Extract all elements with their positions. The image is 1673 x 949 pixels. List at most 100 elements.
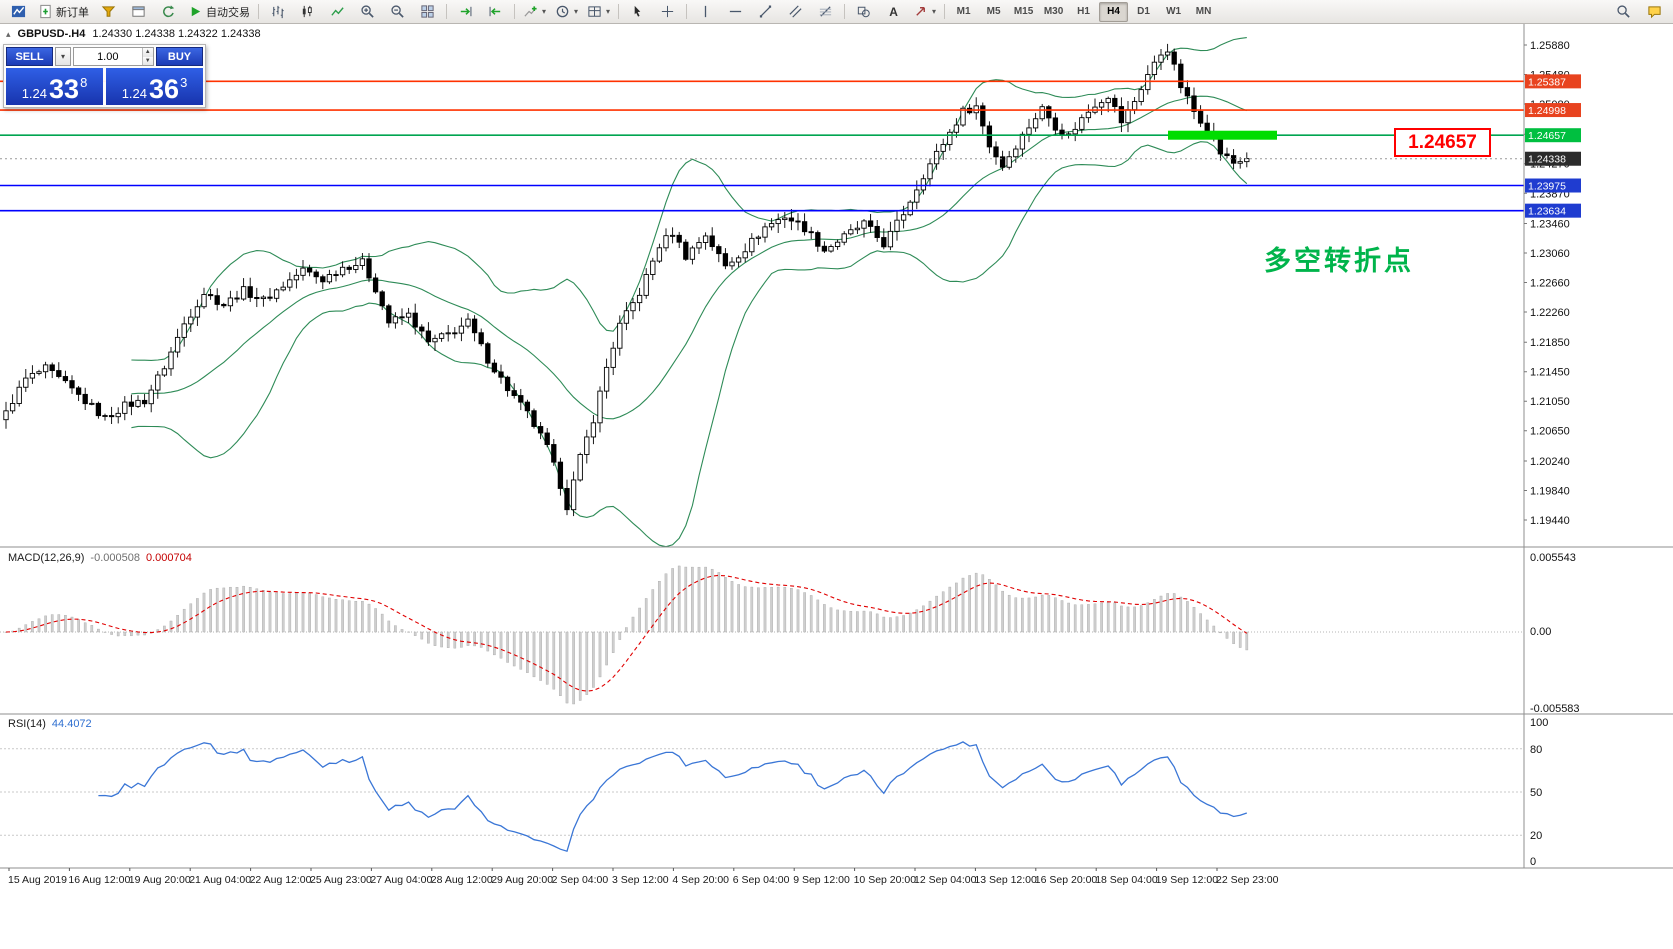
price-axis[interactable]: 1.258801.254801.250801.246701.242701.238… — [1524, 40, 1581, 868]
text-tool-button[interactable]: A — [879, 1, 908, 23]
buy-price-button[interactable]: 1.24 36 3 — [106, 68, 203, 105]
timeframe-d1[interactable]: D1 — [1137, 6, 1150, 17]
candlestick-chart-icon — [302, 4, 315, 19]
svg-text:22 Aug 12:00: 22 Aug 12:00 — [250, 874, 312, 886]
toolbar-separator — [258, 4, 259, 19]
volume-dropdown-icon[interactable]: ▾ — [55, 47, 71, 66]
new-order-button[interactable]: 新订单 — [34, 1, 93, 23]
price-badge-1.23975 — [1525, 178, 1581, 193]
zoom-out-button[interactable] — [383, 1, 412, 23]
chart-canvas[interactable]: 1.258801.254801.250801.246701.242701.238… — [0, 24, 1673, 949]
turning-point-note[interactable]: 多空转折点 — [1264, 246, 1414, 276]
timeframe-h1[interactable]: H1 — [1077, 6, 1090, 17]
sell-price-button[interactable]: 1.24 33 8 — [6, 68, 103, 105]
volume-up-icon[interactable]: ▲ — [142, 48, 153, 57]
volume-down-icon[interactable]: ▼ — [142, 56, 153, 65]
sell-button[interactable]: SELL — [6, 47, 53, 66]
auto-trading-label: 自动交易 — [206, 6, 250, 19]
key-level-price-flag[interactable]: 1.24657 — [1394, 128, 1491, 157]
svg-text:1.24998: 1.24998 — [1528, 105, 1566, 117]
svg-text:18 Sep 04:00: 18 Sep 04:00 — [1095, 874, 1158, 886]
main-chart-layer — [3, 37, 1250, 547]
bar-chart-button[interactable] — [263, 1, 292, 23]
periods-button[interactable] — [551, 1, 582, 23]
one-click-trade-panel: SELL ▾ ▲ ▼ BUY 1.24 33 8 1.24 36 3 — [3, 44, 206, 108]
timeframe-mn[interactable]: MN — [1195, 6, 1212, 17]
svg-text:3 Sep 12:00: 3 Sep 12:00 — [612, 874, 669, 886]
toolbar-separator — [944, 4, 946, 19]
indicators-button[interactable] — [519, 1, 550, 23]
trendline-button[interactable] — [751, 1, 780, 23]
timeframe-m15[interactable]: M15 — [1013, 6, 1034, 17]
terminal-logo — [4, 1, 33, 23]
svg-text:21 Aug 04:00: 21 Aug 04:00 — [189, 874, 251, 886]
auto-trading-button[interactable]: 自动交易 — [184, 1, 254, 23]
price-badge-1.24338 — [1525, 151, 1581, 166]
community-chat-button[interactable] — [1640, 1, 1669, 23]
horizontal-line-button[interactable] — [721, 1, 750, 23]
one-click-toggle-icon[interactable] — [6, 29, 11, 40]
tile-windows-button[interactable] — [413, 1, 442, 23]
toolbar-separator — [618, 4, 620, 19]
cursor-icon — [634, 5, 641, 17]
svg-text:0.00: 0.00 — [1530, 626, 1551, 638]
chart-shift-button[interactable] — [481, 1, 510, 23]
sell-price-point: 8 — [80, 75, 88, 90]
svg-text:2 Sep 04:00: 2 Sep 04:00 — [552, 874, 609, 886]
svg-text:1.23634: 1.23634 — [1528, 206, 1566, 218]
timeframe-m5[interactable]: M5 — [986, 6, 1001, 17]
line-chart-button[interactable] — [323, 1, 352, 23]
auto-scroll-button[interactable] — [451, 1, 480, 23]
templates-button[interactable] — [583, 1, 614, 23]
symbol-ohlc: 1.24330 1.24338 1.24322 1.24338 — [92, 28, 261, 40]
quotes-button[interactable] — [94, 1, 123, 23]
svg-text:19 Aug 20:00: 19 Aug 20:00 — [129, 874, 191, 886]
crosshair-button[interactable] — [653, 1, 682, 23]
svg-text:1.19840: 1.19840 — [1530, 485, 1570, 497]
line-chart-icon — [330, 4, 345, 19]
bollinger-middle — [131, 95, 1248, 420]
vertical-line-icon — [698, 4, 713, 19]
timeframe-m1[interactable]: M1 — [956, 6, 971, 17]
buy-button[interactable]: BUY — [156, 47, 203, 66]
shapes-button[interactable] — [849, 1, 878, 23]
svg-text:0: 0 — [1530, 856, 1536, 868]
timeframe-m30[interactable]: M30 — [1043, 6, 1064, 17]
volume-input[interactable] — [74, 48, 142, 65]
svg-text:1.24657: 1.24657 — [1528, 130, 1566, 142]
price-badge-1.25387 — [1525, 74, 1581, 89]
zoom-in-button[interactable] — [353, 1, 382, 23]
bollinger-lower — [131, 141, 1248, 547]
rsi-layer — [0, 741, 1524, 853]
refresh-button[interactable] — [154, 1, 183, 23]
indicators-add-icon — [523, 6, 537, 19]
thick-level-bar[interactable] — [1168, 130, 1277, 140]
volume-stepper[interactable]: ▲ ▼ — [141, 48, 153, 65]
timeframe-w1[interactable]: W1 — [1166, 6, 1182, 17]
svg-text:12 Sep 04:00: 12 Sep 04:00 — [914, 874, 977, 886]
equidistant-channel-button[interactable] — [781, 1, 810, 23]
macd-signal-line — [5, 574, 1248, 692]
chart-window[interactable]: 1.258801.254801.250801.246701.242701.238… — [0, 24, 1673, 949]
macd-value: -0.000508 — [90, 552, 140, 564]
candlestick-chart-button[interactable] — [293, 1, 322, 23]
timeframe-h4[interactable]: H4 — [1099, 1, 1129, 22]
rsi-header: RSI(14) 44.4072 — [8, 718, 92, 730]
cursor-button[interactable] — [623, 1, 652, 23]
search-button[interactable] — [1609, 1, 1638, 23]
toolbar-separator — [844, 4, 846, 19]
data-window-button[interactable] — [124, 1, 153, 23]
svg-text:9 Sep 12:00: 9 Sep 12:00 — [793, 874, 850, 886]
quotes-icon — [101, 4, 116, 19]
bollinger-upper — [131, 37, 1247, 361]
svg-text:16 Aug 12:00: 16 Aug 12:00 — [68, 874, 130, 886]
rsi-label: RSI(14) — [8, 718, 46, 730]
arrows-tool-button[interactable] — [909, 1, 940, 23]
fibonacci-button[interactable] — [811, 1, 840, 23]
macd-label: MACD(12,26,9) — [8, 552, 85, 564]
vertical-line-button[interactable] — [691, 1, 720, 23]
buy-price-pips: 36 — [149, 74, 180, 104]
svg-text:1.21850: 1.21850 — [1530, 337, 1570, 349]
